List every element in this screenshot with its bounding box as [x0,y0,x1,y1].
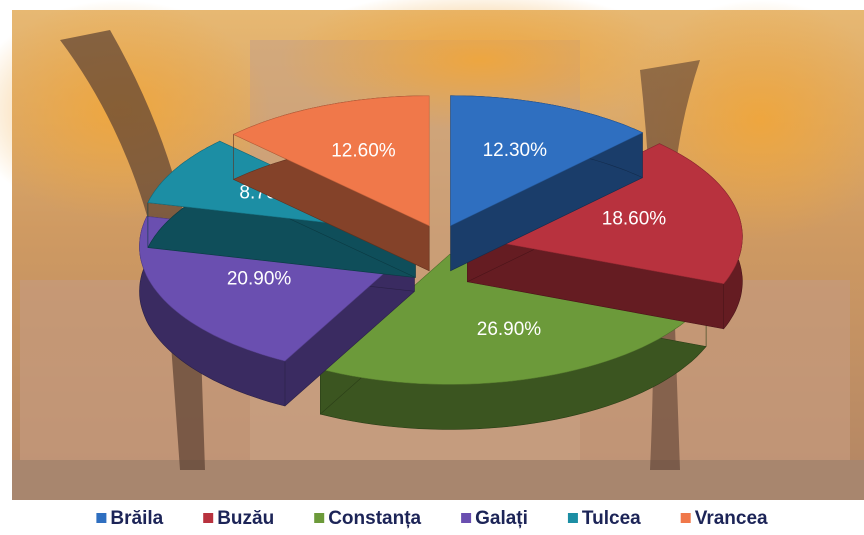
value-label: 18.60% [602,209,667,230]
legend-label: Brăila [110,508,163,529]
legend-swatch [96,513,106,523]
value-label: 12.60% [331,140,396,161]
legend-swatch [461,513,471,523]
chart: 26.90%20.90%18.60%8.70%12.60%12.30%Brăil… [0,0,864,535]
legend-swatch [568,513,578,523]
legend-swatch [203,513,213,523]
legend-label: Constanța [328,508,421,529]
legend-label: Tulcea [582,508,641,529]
value-label: 26.90% [477,319,542,340]
legend-swatch [681,513,691,523]
legend-swatch [314,513,324,523]
legend-label: Galați [475,508,528,529]
legend-label: Buzău [217,508,274,529]
legend-label: Vrancea [695,508,768,529]
value-label: 12.30% [483,140,548,161]
value-label: 20.90% [227,269,292,290]
